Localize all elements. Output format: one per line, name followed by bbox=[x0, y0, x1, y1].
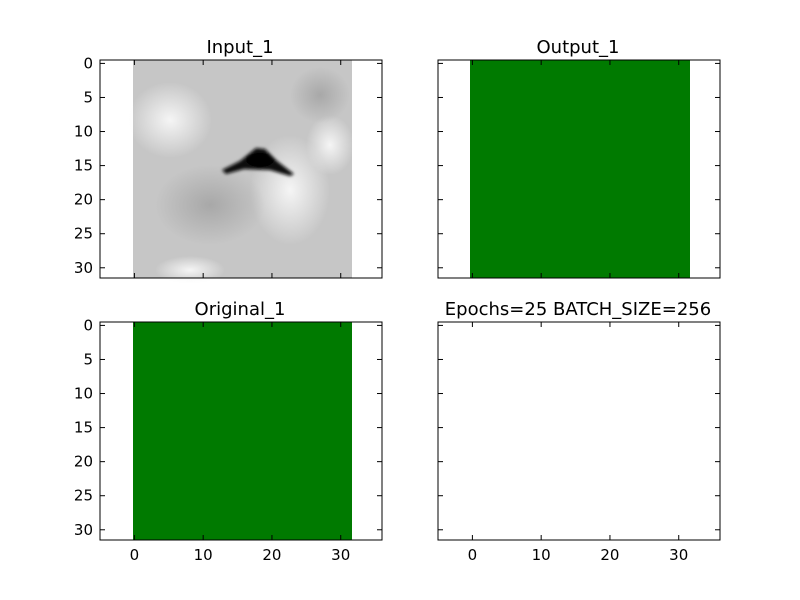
axes-frame bbox=[437, 59, 721, 279]
y-tick-label: 15 bbox=[74, 419, 93, 437]
x-tick-label: 10 bbox=[532, 546, 551, 564]
x-tick-label: 0 bbox=[468, 546, 478, 564]
axes-2 bbox=[437, 59, 721, 279]
y-tick-label: 25 bbox=[74, 225, 93, 243]
y-tick-label: 20 bbox=[74, 191, 93, 209]
x-tick-label: 10 bbox=[194, 546, 213, 564]
axes-layer: 0 5 10 15 20 25 30 0 10 20 30 0 5 10 15 20 25 30 0 10 20 30 bbox=[74, 54, 721, 564]
x-tick-label: 0 bbox=[130, 546, 140, 564]
subplot-output: Output_1 bbox=[470, 37, 690, 278]
y-tick-label: 30 bbox=[74, 521, 93, 539]
axes-1: 0 5 10 15 20 25 30 bbox=[74, 54, 383, 279]
y-tick-label: 20 bbox=[74, 453, 93, 471]
output-image bbox=[470, 60, 690, 278]
image-light-region bbox=[155, 256, 225, 284]
axes-frame bbox=[99, 321, 383, 541]
subplot-title: Output_1 bbox=[537, 37, 620, 58]
image-light-region bbox=[306, 115, 354, 175]
subplot-title: Original_1 bbox=[195, 299, 286, 320]
y-tick-label: 15 bbox=[74, 157, 93, 175]
y-tick-label: 30 bbox=[74, 259, 93, 277]
image-light-region bbox=[128, 82, 212, 158]
axes-3: 0 10 20 30 0 5 10 15 20 25 30 bbox=[74, 316, 383, 564]
image-dark-region bbox=[155, 165, 265, 245]
y-tick-label: 5 bbox=[83, 88, 93, 106]
y-tick-label: 25 bbox=[74, 487, 93, 505]
original-image bbox=[133, 322, 352, 540]
subplot-original: Original_1 bbox=[133, 299, 352, 540]
subplot-input: Input_1 bbox=[128, 37, 354, 284]
subplot-title: Epochs=25 BATCH_SIZE=256 bbox=[445, 299, 711, 320]
dark-object bbox=[222, 148, 294, 176]
y-tick-label: 5 bbox=[83, 350, 93, 368]
y-tick-label: 10 bbox=[74, 385, 93, 403]
axes-4: 0 10 20 30 bbox=[437, 321, 721, 564]
x-tick-label: 20 bbox=[262, 546, 281, 564]
subplot-epochs: Epochs=25 BATCH_SIZE=256 bbox=[445, 299, 711, 320]
x-tick-label: 30 bbox=[669, 546, 688, 564]
x-tick-label: 30 bbox=[331, 546, 350, 564]
axes-frame bbox=[99, 59, 383, 279]
x-tick-label: 20 bbox=[600, 546, 619, 564]
subplot-title: Input_1 bbox=[206, 37, 273, 58]
axes-frame bbox=[437, 321, 721, 541]
y-tick-label: 0 bbox=[83, 316, 93, 334]
input-image bbox=[128, 60, 354, 284]
image-dark-region bbox=[290, 67, 350, 123]
y-tick-label: 0 bbox=[83, 54, 93, 72]
y-tick-label: 10 bbox=[74, 123, 93, 141]
